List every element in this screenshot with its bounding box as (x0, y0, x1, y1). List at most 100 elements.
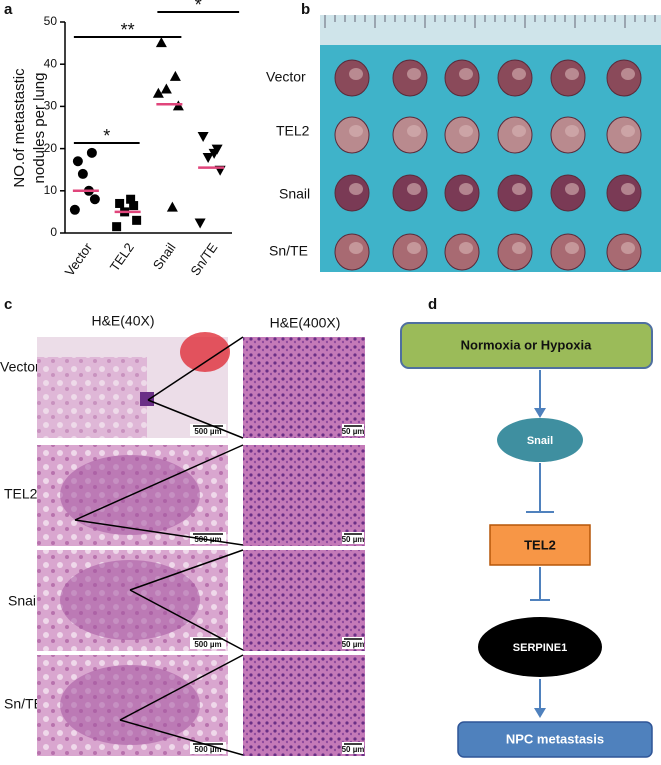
image-400x (243, 337, 365, 438)
zoom-line (147, 399, 244, 439)
point (166, 201, 178, 212)
point (77, 168, 88, 179)
point (132, 215, 142, 225)
point (86, 147, 97, 158)
row-label: Vector (266, 69, 306, 85)
point (115, 198, 125, 208)
lung-highlight (349, 242, 363, 254)
scale-bg (342, 637, 364, 649)
point (69, 204, 80, 215)
lung-highlight (459, 183, 473, 195)
zoom-line (119, 719, 244, 756)
zoom-line (119, 654, 244, 721)
column-title: H&E(40X) (91, 313, 154, 329)
y-axis-label: nodules per lung (31, 73, 48, 184)
dot-plot: NO.of metastastic nodules per lung 0 10 20… (11, 0, 240, 279)
histology: H&E(40X) H&E(400X) Vector TEL2 Snail Sn/… (0, 313, 365, 756)
image-400x (243, 655, 365, 756)
panel-label: c (4, 296, 12, 313)
point (208, 148, 220, 159)
tissue (37, 357, 147, 438)
zoom-line (129, 589, 244, 651)
y-axis-label: NO.of metastastic (11, 68, 28, 188)
node-box (489, 524, 591, 566)
lung-highlight (512, 125, 526, 137)
column-title: H&E(400X) (270, 315, 341, 331)
point (89, 194, 100, 205)
point (72, 156, 83, 167)
zoom-line (147, 336, 244, 401)
row-label: Snail (8, 593, 39, 609)
lung-highlight (565, 125, 579, 137)
lung-highlight (349, 125, 363, 137)
pathway: Normoxia or Hypoxia Snail TEL2 SERPINE1 … (400, 322, 653, 758)
y-tick-label: 0 (50, 225, 57, 239)
scale-bg (342, 742, 364, 754)
lung-highlight (565, 68, 579, 80)
row-label: TEL2 (4, 486, 38, 502)
point (169, 70, 181, 81)
point (194, 218, 206, 229)
row-label: Vector (0, 359, 40, 375)
point (197, 131, 209, 142)
lung-highlight (621, 125, 635, 137)
scale-label: 500 µm (194, 427, 221, 436)
point (155, 37, 167, 48)
arrow-head (534, 708, 546, 718)
lung-highlight (459, 68, 473, 80)
panel-label: b (301, 1, 310, 18)
node-label: Normoxia or Hypoxia (461, 337, 593, 352)
point (126, 194, 136, 204)
lung-photo: Vector TEL2 Snail Sn/TE (266, 15, 661, 272)
lung-highlight (459, 125, 473, 137)
row-label: Snail (279, 186, 310, 202)
significance-label: * (195, 0, 202, 15)
vessel (180, 332, 230, 372)
node-box (457, 721, 653, 758)
lung-highlight (407, 68, 421, 80)
lung-highlight (407, 125, 421, 137)
scale-bg (190, 742, 226, 754)
photo-background (320, 15, 661, 272)
node-label: SERPINE1 (513, 642, 567, 654)
scale-label: 500 µm (194, 640, 221, 649)
scale-label: 500 µm (194, 745, 221, 754)
y-tick-label: 10 (44, 183, 58, 197)
node-ellipse (497, 418, 583, 462)
nodule (60, 665, 200, 745)
scale-label: 50 µm (342, 535, 365, 544)
point (152, 87, 164, 98)
point (202, 153, 214, 164)
image-400x (243, 445, 365, 546)
scale-label: 50 µm (342, 427, 365, 436)
node-label: Snail (527, 435, 553, 447)
lung-highlight (349, 183, 363, 195)
lung-highlight (512, 242, 526, 254)
y-tick-label: 30 (44, 99, 58, 113)
lung-highlight (621, 183, 635, 195)
panel-label: a (4, 1, 13, 18)
scale-bg (342, 532, 364, 544)
lung-highlight (459, 242, 473, 254)
point (160, 83, 172, 94)
arrow-head (534, 408, 546, 418)
lung-highlight (407, 242, 421, 254)
node-box (400, 322, 653, 369)
y-tick-label: 20 (44, 141, 58, 155)
lung-highlight (512, 68, 526, 80)
lung-highlight (565, 242, 579, 254)
y-tick-label: 50 (44, 14, 58, 28)
y-tick-label: 40 (44, 56, 58, 70)
significance-label: ** (121, 20, 135, 40)
zoom-line (129, 549, 244, 591)
image-400x (243, 550, 365, 651)
zoom-line (74, 519, 244, 546)
scale-bg (342, 424, 364, 436)
x-tick-label: Sn/TE (187, 240, 220, 278)
row-label: Sn/TE (4, 696, 43, 712)
scale-label: 50 µm (342, 745, 365, 754)
lung-highlight (349, 68, 363, 80)
lung-highlight (512, 183, 526, 195)
